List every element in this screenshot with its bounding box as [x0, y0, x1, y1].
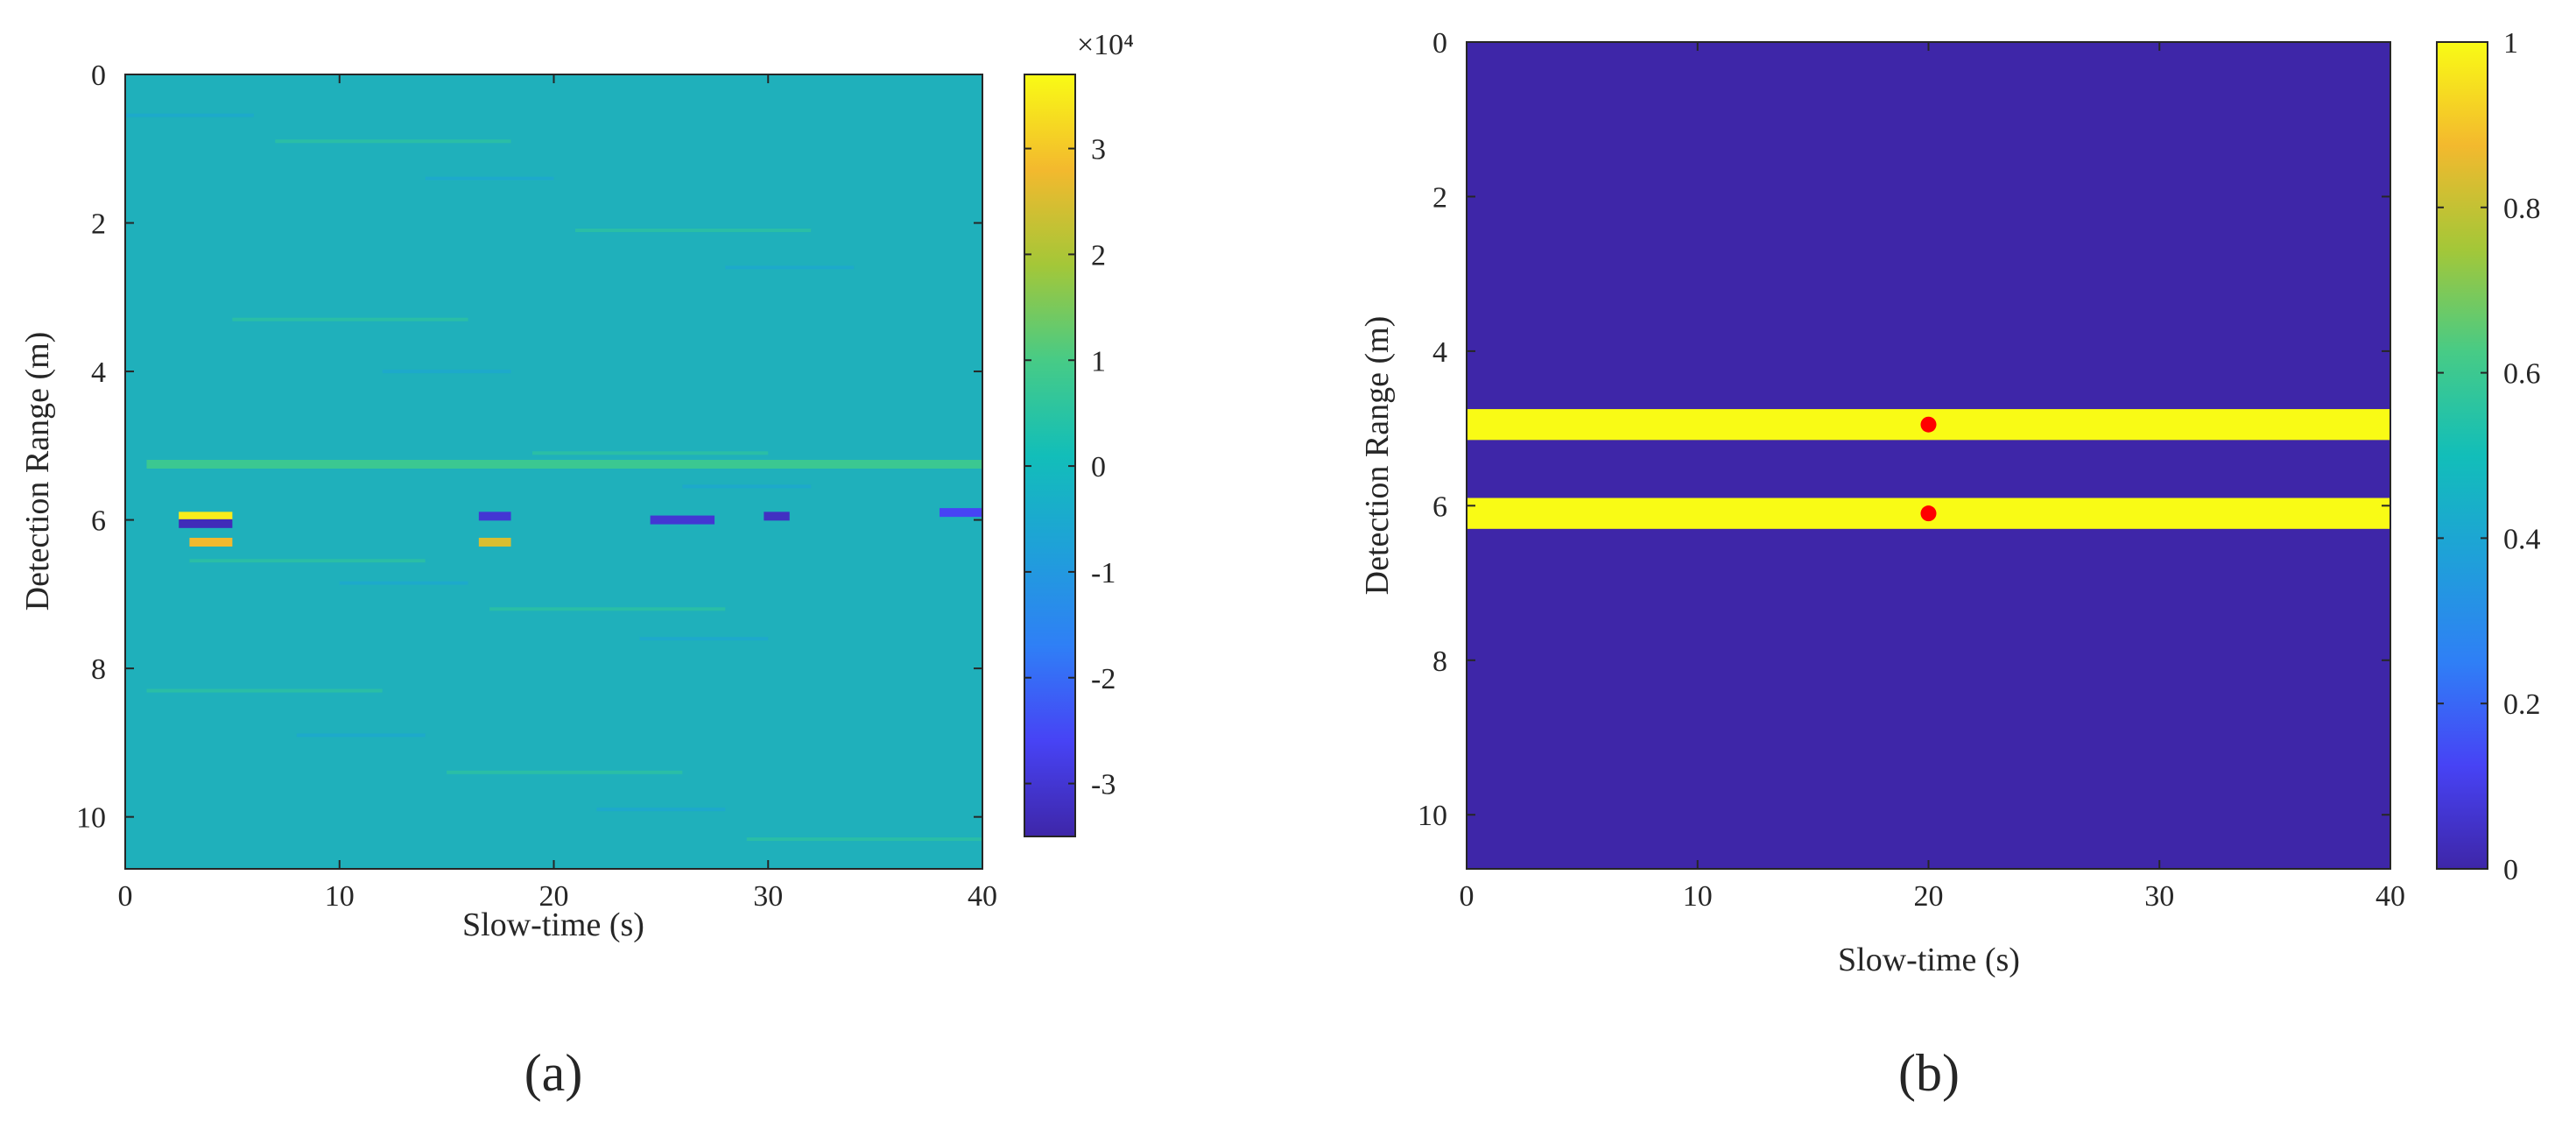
y-tick-label: 2	[91, 208, 106, 241]
colorbar-tick-label: 3	[1091, 134, 1106, 166]
colorbar-b	[2436, 41, 2488, 870]
plot-a-marks	[125, 113, 982, 842]
colorbar-tick-label: -2	[1091, 663, 1116, 695]
plot-a-ylabel: Detection Range (m)	[19, 332, 56, 611]
colorbar-tick-label: 0	[1091, 451, 1106, 483]
x-tick-label: 30	[753, 880, 783, 913]
plot-b-xlabel: Slow-time (s)	[1838, 942, 2020, 978]
detection-point	[1920, 416, 1937, 433]
texture-stripe	[189, 559, 426, 563]
y-tick-label: 8	[1432, 646, 1447, 678]
texture-stripe	[574, 229, 812, 233]
y-tick-label: 6	[1432, 490, 1447, 523]
x-tick-label: 10	[325, 880, 355, 913]
texture-stripe	[275, 139, 511, 144]
heatmap-feature	[189, 538, 233, 547]
x-tick-label: 30	[2144, 880, 2174, 913]
colorbar-tick-label: 1	[1091, 345, 1106, 377]
plot-b-ylabel: Detection Range (m)	[1359, 316, 1396, 596]
heatmap-feature	[764, 512, 790, 521]
y-tick-label: 2	[1432, 181, 1447, 214]
y-tick-label: 0	[1432, 27, 1447, 60]
plot-a-xlabel: Slow-time (s)	[462, 907, 644, 943]
colorbar-a-exponent: ×10⁴	[1077, 29, 1134, 61]
colorbar-tick-label: 0.2	[2503, 688, 2541, 721]
panel-b-label: (b)	[1898, 1044, 1960, 1102]
detection-point	[1920, 505, 1937, 522]
x-tick-label: 40	[2375, 880, 2405, 913]
colorbar-tick-label: 0.8	[2503, 193, 2541, 225]
colorbar-a	[1024, 74, 1076, 837]
x-tick-label: 0	[118, 880, 133, 913]
colorbar-tick-label: 0	[2503, 854, 2518, 886]
y-tick-label: 10	[1418, 800, 1447, 832]
texture-stripe	[639, 637, 769, 641]
colorbar-tick-label: -3	[1091, 769, 1116, 801]
x-tick-label: 20	[539, 880, 569, 913]
y-tick-label: 10	[76, 802, 106, 835]
x-tick-label: 40	[968, 880, 997, 913]
colorbar-b-ticks: 1 0.8 0.6 0.4 0.2 0	[2437, 27, 2541, 886]
texture-stripe	[382, 370, 511, 374]
plot-a-x-ticks: 0 10 20 30 40	[118, 74, 997, 913]
heatmap-feature	[478, 538, 511, 547]
heatmap-feature	[650, 515, 715, 525]
x-tick-label: 0	[1460, 880, 1475, 913]
plot-b-area	[1467, 42, 2390, 869]
y-tick-label: 0	[91, 60, 106, 92]
texture-stripe	[339, 581, 468, 585]
texture-stripe	[725, 265, 855, 270]
plot-b-marks	[1467, 409, 2390, 529]
heatmap-feature	[940, 508, 982, 518]
texture-stripe	[232, 317, 468, 321]
texture-stripe	[125, 113, 254, 117]
heatmap-feature	[179, 519, 233, 528]
y-tick-label: 8	[91, 653, 106, 686]
texture-stripe	[746, 837, 982, 842]
colorbar-tick-label: 0.4	[2503, 523, 2541, 555]
plot-b-x-ticks: 0 10 20 30 40	[1460, 42, 2405, 913]
colorbar-a-ticks: 3 2 1 0 -1 -2 -3	[1024, 134, 1116, 801]
colorbar-tick-label: 0.6	[2503, 358, 2541, 391]
plot-b-y-ticks: 0 2 4 6 8 10	[1418, 27, 2390, 832]
x-tick-label: 20	[1914, 880, 1944, 913]
plot-a-y-ticks: 0 2 4 6 8 10	[76, 60, 982, 835]
texture-stripe	[146, 688, 383, 693]
texture-stripe	[447, 770, 683, 774]
texture-stripe	[682, 484, 812, 489]
texture-stripe	[296, 733, 426, 737]
heatmap-feature	[478, 512, 511, 521]
plot-a-area	[125, 74, 982, 869]
texture-stripe	[596, 808, 726, 812]
texture-stripe	[489, 607, 726, 611]
y-tick-label: 4	[1432, 336, 1447, 369]
texture-stripe	[532, 451, 769, 455]
texture-stripe	[425, 176, 554, 180]
x-tick-label: 10	[1683, 880, 1713, 913]
y-tick-label: 6	[91, 505, 106, 538]
colorbar-tick-label: 2	[1091, 239, 1106, 272]
colorbar-tick-label: -1	[1091, 557, 1116, 589]
colorbar-tick-label: 1	[2503, 27, 2518, 60]
heatmap-feature	[146, 460, 982, 469]
panel-a-label: (a)	[524, 1044, 583, 1102]
y-tick-label: 4	[91, 356, 106, 389]
heatmap-feature	[179, 512, 233, 521]
